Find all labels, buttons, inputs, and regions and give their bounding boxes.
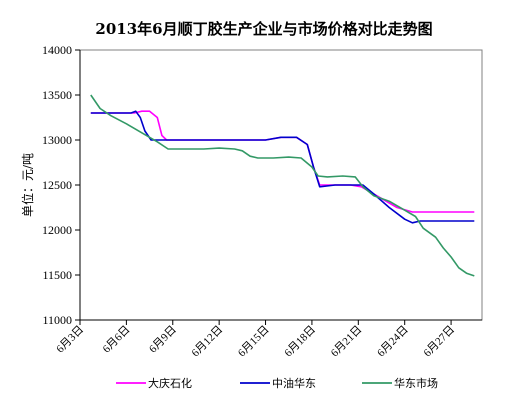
y-tick-label: 12000 xyxy=(42,223,72,237)
x-tick-label: 6月27日 xyxy=(421,324,457,360)
x-tick-label: 6月21日 xyxy=(329,324,365,360)
y-axis-label: 单位：元/吨 xyxy=(20,153,35,217)
legend-label: 华东市场 xyxy=(394,376,438,390)
x-tick-label: 6月9日 xyxy=(147,324,179,356)
series-line-1 xyxy=(90,110,475,213)
x-tick-label: 6月15日 xyxy=(236,324,272,360)
chart-title: 2013年6月顺丁胶生产企业与市场价格对比走势图 xyxy=(95,20,433,38)
x-tick-label: 6月3日 xyxy=(54,324,86,356)
series-group xyxy=(90,94,475,277)
y-tick-label: 14000 xyxy=(42,43,72,57)
y-tick-label: 12500 xyxy=(42,178,72,192)
y-tick-label: 13000 xyxy=(42,133,72,147)
x-tick-label: 6月24日 xyxy=(375,324,411,360)
series-line-3 xyxy=(90,94,475,277)
x-axis: 6月3日 6月6日 6月9日 6月12日 6月15日 6月18日 6月21日 6月24日 6月2… xyxy=(54,320,457,359)
x-tick-label: 6月12日 xyxy=(190,324,226,360)
y-tick-label: 11000 xyxy=(42,313,72,327)
plot-area xyxy=(79,49,483,321)
series-line-2 xyxy=(90,110,475,224)
x-tick-label: 6月18日 xyxy=(282,324,318,360)
x-tick-label: 6月6日 xyxy=(101,324,133,356)
legend-label: 中油华东 xyxy=(272,376,316,390)
y-tick-label: 11500 xyxy=(42,268,72,282)
legend: 大庆石化 中油华东 华东市场 xyxy=(116,376,438,390)
y-axis: 11000 11500 12000 12500 13000 13500 14000 xyxy=(42,43,80,327)
plot-frame xyxy=(79,49,483,321)
y-tick-label: 13500 xyxy=(42,88,72,102)
legend-label: 大庆石化 xyxy=(148,376,192,390)
